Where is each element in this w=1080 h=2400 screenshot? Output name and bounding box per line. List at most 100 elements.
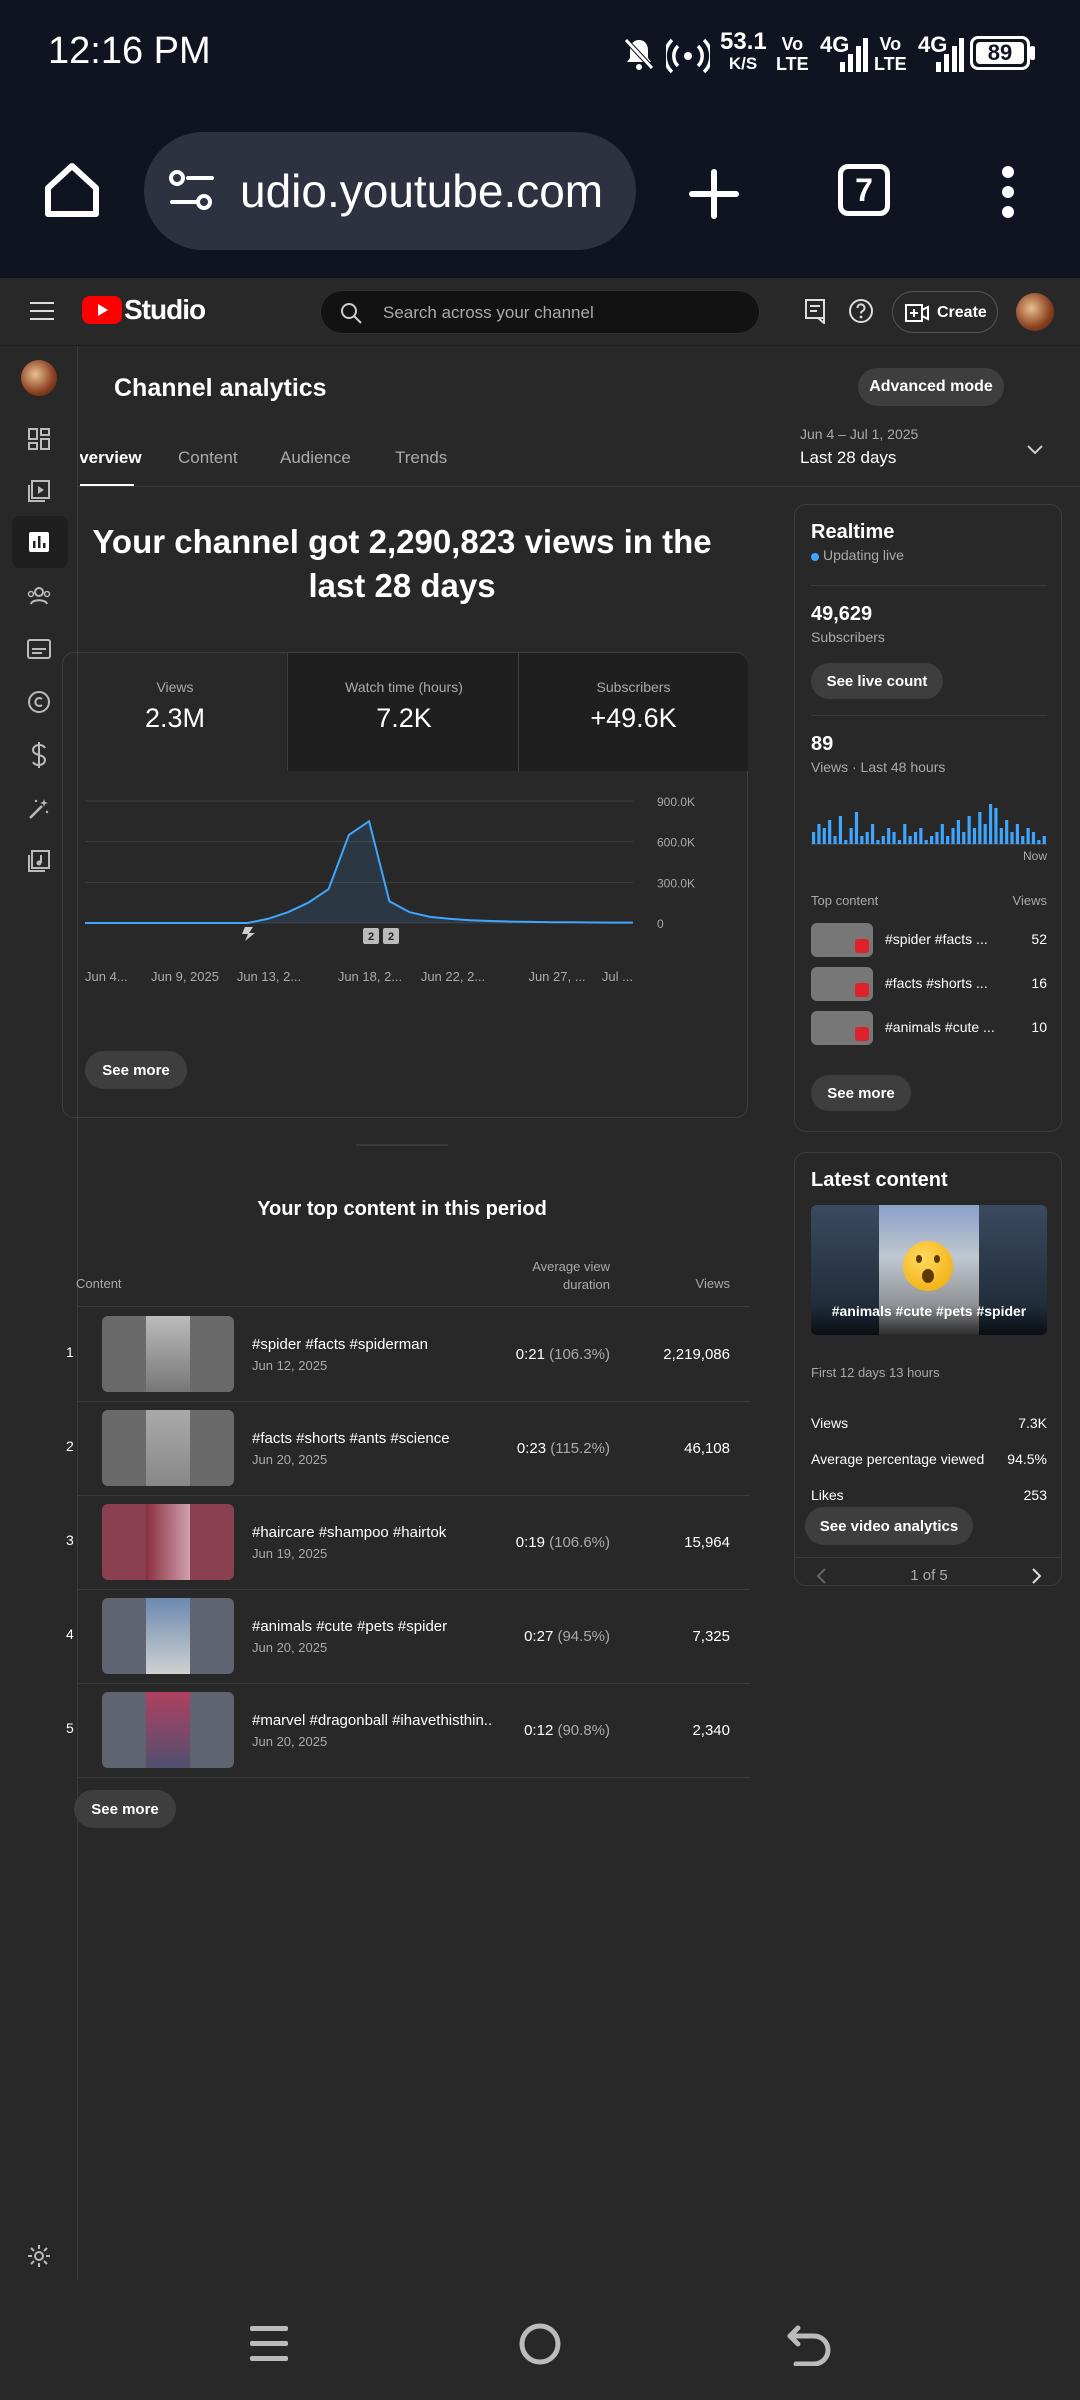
chevron-left-icon[interactable] [815,1567,827,1585]
channel-avatar[interactable] [21,360,57,396]
sim2-volte: Vo LTE [874,34,907,74]
row-thumbnail[interactable] [102,1598,234,1674]
see-video-analytics-button[interactable]: See video analytics [805,1507,973,1545]
realtime-bar [935,832,939,844]
home-icon[interactable] [40,158,104,222]
stat-label: Average percentage viewed [811,1451,985,1467]
row-avd: 0:27 (94.5%) [524,1628,610,1645]
row-thumbnail[interactable] [102,1504,234,1580]
dashboard-icon[interactable] [28,428,50,450]
row-date: Jun 20, 2025 [252,1734,328,1749]
back-icon[interactable] [786,2324,832,2366]
realtime-subs-label: Subscribers [811,629,885,645]
realtime-bar [1026,828,1030,844]
settings-gear-icon[interactable] [27,2244,51,2268]
site-settings-icon[interactable] [168,168,216,214]
realtime-bar [1005,820,1009,844]
url-bar[interactable]: udio.youtube.com [144,132,636,250]
row-title[interactable]: #haircare #shampoo #hairtok [252,1524,447,1541]
realtime-see-more-button[interactable]: See more [811,1075,911,1111]
community-icon[interactable] [27,586,51,606]
menu-icon[interactable] [30,300,54,322]
account-avatar[interactable] [1016,293,1054,331]
metric-watch-time[interactable]: Watch time (hours) 7.2K [287,653,519,771]
tab-content[interactable]: Content [178,448,238,467]
signal-1-icon [840,38,868,72]
realtime-bar [854,812,859,844]
realtime-bar [897,840,901,844]
subtitles-icon[interactable] [27,639,51,659]
metric-subscribers[interactable]: Subscribers +49.6K [519,653,748,771]
earn-dollar-icon[interactable] [30,742,48,768]
row-title[interactable]: #facts #shorts #ants #science [252,1430,450,1447]
home-button-icon[interactable] [518,2322,562,2366]
latest-video-thumbnail[interactable]: #animals #cute #pets #spider [811,1205,1047,1335]
feedback-comments-icon[interactable] [804,298,828,324]
x-tick-label: Jun 9, 2025 [151,969,219,984]
realtime-bar [956,820,960,844]
row-thumbnail[interactable] [102,1410,234,1486]
new-tab-icon[interactable] [688,168,740,220]
more-vert-icon[interactable] [996,164,1020,220]
summary-see-more-button[interactable]: See more [85,1051,187,1089]
audio-library-icon[interactable] [28,850,50,872]
summary-headline: Your channel got 2,290,823 views in the … [92,523,712,604]
realtime-bar [881,836,885,844]
youtube-logo-icon[interactable] [82,296,122,324]
realtime-list-item[interactable]: #facts #shorts ... 16 [811,967,1047,1003]
table-row[interactable]: 2 #facts #shorts #ants #science Jun 20, … [62,1402,750,1496]
realtime-title: Realtime [811,521,895,543]
latest-stat-row: Views 7.3K [811,1415,1047,1439]
realtime-list-item[interactable]: #spider #facts ... 52 [811,923,1047,959]
realtime-bar [849,828,853,844]
copyright-icon[interactable] [27,690,51,714]
row-rank: 5 [66,1720,74,1736]
views-series-line [85,819,633,924]
customization-wand-icon[interactable] [28,798,50,820]
top-content-see-more-button[interactable]: See more [74,1790,176,1828]
row-avd: 0:12 (90.8%) [524,1722,610,1739]
upload-marker [383,928,399,944]
realtime-status: Updating live [823,547,904,563]
realtime-bar [1021,836,1025,844]
realtime-item-title: #animals #cute ... [885,1019,995,1035]
realtime-bar [919,828,923,844]
realtime-now-label: Now [1022,849,1047,863]
realtime-bar [838,816,842,844]
realtime-list-item[interactable]: #animals #cute ... 10 [811,1011,1047,1047]
row-title[interactable]: #marvel #dragonball #ihavethisthin... [252,1712,492,1729]
upload-marker-label: 2 [368,931,374,943]
system-nav-bar [0,2280,1080,2400]
tab-audience[interactable]: Audience [280,448,351,467]
realtime-bar [989,804,993,844]
advanced-mode-button[interactable]: Advanced mode [858,368,1004,406]
table-row[interactable]: 4 #animals #cute #pets #spider Jun 20, 2… [62,1590,750,1684]
table-row[interactable]: 5 #marvel #dragonball #ihavethisthin... … [62,1684,750,1778]
realtime-bar [967,816,971,844]
chevron-down-icon [1027,445,1043,455]
realtime-bar [962,832,966,844]
row-thumbnail[interactable] [102,1316,234,1392]
see-live-count-button[interactable]: See live count [811,663,943,699]
metric-views[interactable]: Views 2.3M [144,679,206,733]
create-button[interactable]: Create [892,291,998,333]
row-thumbnail[interactable] [102,1692,234,1768]
row-title[interactable]: #animals #cute #pets #spider [252,1618,448,1635]
date-range-selector[interactable]: Jun 4 – Jul 1, 2025 Last 28 days [800,426,1060,486]
table-row[interactable]: 1 #spider #facts #spiderman Jun 12, 2025… [62,1308,750,1402]
help-icon[interactable] [848,298,874,324]
upload-marker-label: 2 [388,931,394,943]
row-date: Jun 20, 2025 [252,1452,328,1467]
chevron-right-icon[interactable] [1031,1567,1043,1585]
search-box[interactable]: Search across your channel [320,290,760,334]
stat-label: Views [811,1415,849,1431]
tab-switcher-button[interactable]: 7 [838,164,890,216]
table-row[interactable]: 3 #haircare #shampoo #hairtok Jun 19, 20… [62,1496,750,1590]
latest-content-card: Latest content #animals #cute #pets #spi… [794,1152,1062,1586]
row-title[interactable]: #spider #facts #spiderman [252,1336,428,1353]
tab-overview[interactable]: Overview [80,448,142,467]
row-date: Jun 19, 2025 [252,1546,328,1561]
content-icon[interactable] [28,480,50,502]
recent-apps-icon[interactable] [248,2324,290,2364]
tab-trends[interactable]: Trends [395,448,448,467]
